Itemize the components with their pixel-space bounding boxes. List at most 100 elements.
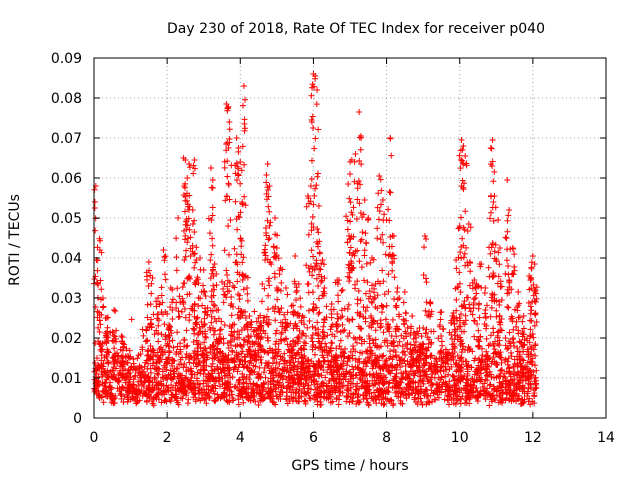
roti-point-cluster <box>360 211 367 218</box>
roti-point-cluster <box>386 188 393 195</box>
roti-point-band <box>323 395 330 402</box>
roti-point-cluster <box>339 321 346 328</box>
roti-point-band <box>301 353 308 360</box>
roti-point <box>352 151 359 157</box>
roti-point-cluster <box>385 288 392 295</box>
roti-point-cluster <box>169 356 176 363</box>
roti-point-band <box>304 382 311 389</box>
roti-point-cluster <box>242 96 249 103</box>
roti-point-cluster <box>290 302 297 309</box>
roti-point-band <box>142 374 149 381</box>
roti-point-cluster <box>462 312 469 319</box>
roti-point-band <box>192 396 199 403</box>
roti-point-cluster <box>306 318 313 325</box>
roti-point-cluster <box>236 214 243 221</box>
roti-point-band <box>274 365 281 372</box>
roti-point-band <box>441 396 448 403</box>
roti-point-cluster <box>388 243 395 250</box>
roti-point-band <box>497 373 504 380</box>
roti-point-cluster <box>453 265 460 272</box>
roti-point-cluster <box>273 285 280 292</box>
roti-point-cluster <box>213 350 220 357</box>
roti-point-band <box>495 385 502 392</box>
roti-point-band <box>259 381 266 388</box>
roti-point-band <box>416 373 423 380</box>
roti-point-band <box>497 354 504 361</box>
roti-point-band <box>335 401 342 408</box>
roti-point-cluster <box>344 226 351 233</box>
roti-point <box>462 153 469 159</box>
roti-point-cluster <box>291 278 298 285</box>
roti-point-cluster <box>240 286 247 293</box>
x-tick-label: 14 <box>597 430 615 446</box>
roti-point-band <box>421 369 428 376</box>
roti-point-band <box>311 362 318 369</box>
roti-point-cluster <box>190 325 197 332</box>
roti-point-band <box>261 395 268 402</box>
roti-point-cluster <box>391 274 398 281</box>
roti-point <box>197 255 204 261</box>
roti-point-band <box>483 372 490 379</box>
roti-point-cluster <box>288 347 295 354</box>
roti-point-cluster <box>453 314 460 321</box>
roti-point-cluster <box>520 325 527 332</box>
roti-point-band <box>200 386 207 393</box>
roti-point-cluster <box>120 361 127 368</box>
roti-point <box>237 159 244 165</box>
roti-point-band <box>126 354 133 361</box>
roti-point-cluster <box>471 296 478 303</box>
roti-point-cluster <box>220 286 227 293</box>
roti-point-cluster <box>295 334 302 341</box>
roti-point-band <box>399 388 406 395</box>
roti-point-cluster <box>420 325 427 332</box>
roti-point-band <box>183 368 190 375</box>
roti-point-cluster <box>510 335 517 342</box>
roti-point-band <box>100 399 107 406</box>
roti-point-band <box>415 395 422 402</box>
roti-point-band <box>480 363 487 370</box>
roti-point-band <box>160 375 167 382</box>
roti-point-band <box>349 363 356 370</box>
roti-point-cluster <box>235 165 242 172</box>
roti-point-cluster <box>520 342 527 349</box>
roti-point-cluster <box>439 357 446 364</box>
roti-point-cluster <box>257 312 264 319</box>
roti-point-cluster <box>494 334 501 341</box>
roti-point-cluster <box>155 329 162 336</box>
roti-point-band <box>236 376 243 383</box>
roti-point-band <box>270 392 277 399</box>
roti-point-band <box>94 355 101 362</box>
roti-point-cluster <box>372 336 379 343</box>
roti-point-cluster <box>329 331 336 338</box>
roti-point-band <box>118 395 125 402</box>
roti-point-band <box>290 375 297 382</box>
roti-point-cluster <box>490 178 497 185</box>
roti-point-cluster <box>151 349 158 356</box>
y-tick-label: 0.06 <box>51 171 82 187</box>
roti-point-band <box>502 374 509 381</box>
roti-point-band <box>240 399 247 406</box>
roti-point-cluster <box>186 317 193 324</box>
roti-point-band <box>253 318 260 325</box>
roti-point-band <box>95 381 102 388</box>
roti-point-cluster <box>272 303 279 310</box>
roti-point-band <box>150 396 157 403</box>
roti-point-band <box>308 373 315 380</box>
roti-point-cluster <box>200 282 207 289</box>
roti-point-band <box>504 361 511 368</box>
roti-point-cluster <box>503 346 510 353</box>
roti-point-cluster <box>377 280 384 287</box>
roti-point-cluster <box>399 343 406 350</box>
roti-point-cluster <box>148 290 155 297</box>
roti-point-cluster <box>181 305 188 312</box>
roti-point-cluster <box>328 314 335 321</box>
roti-point <box>155 295 161 301</box>
roti-point-band <box>524 388 531 395</box>
roti-point-cluster <box>158 331 165 338</box>
roti-point-cluster <box>183 247 190 254</box>
roti-point-band <box>474 394 481 401</box>
roti-point-cluster <box>494 329 501 336</box>
roti-point <box>264 161 271 167</box>
roti-point-cluster <box>475 342 482 349</box>
roti-point-band <box>230 397 237 404</box>
